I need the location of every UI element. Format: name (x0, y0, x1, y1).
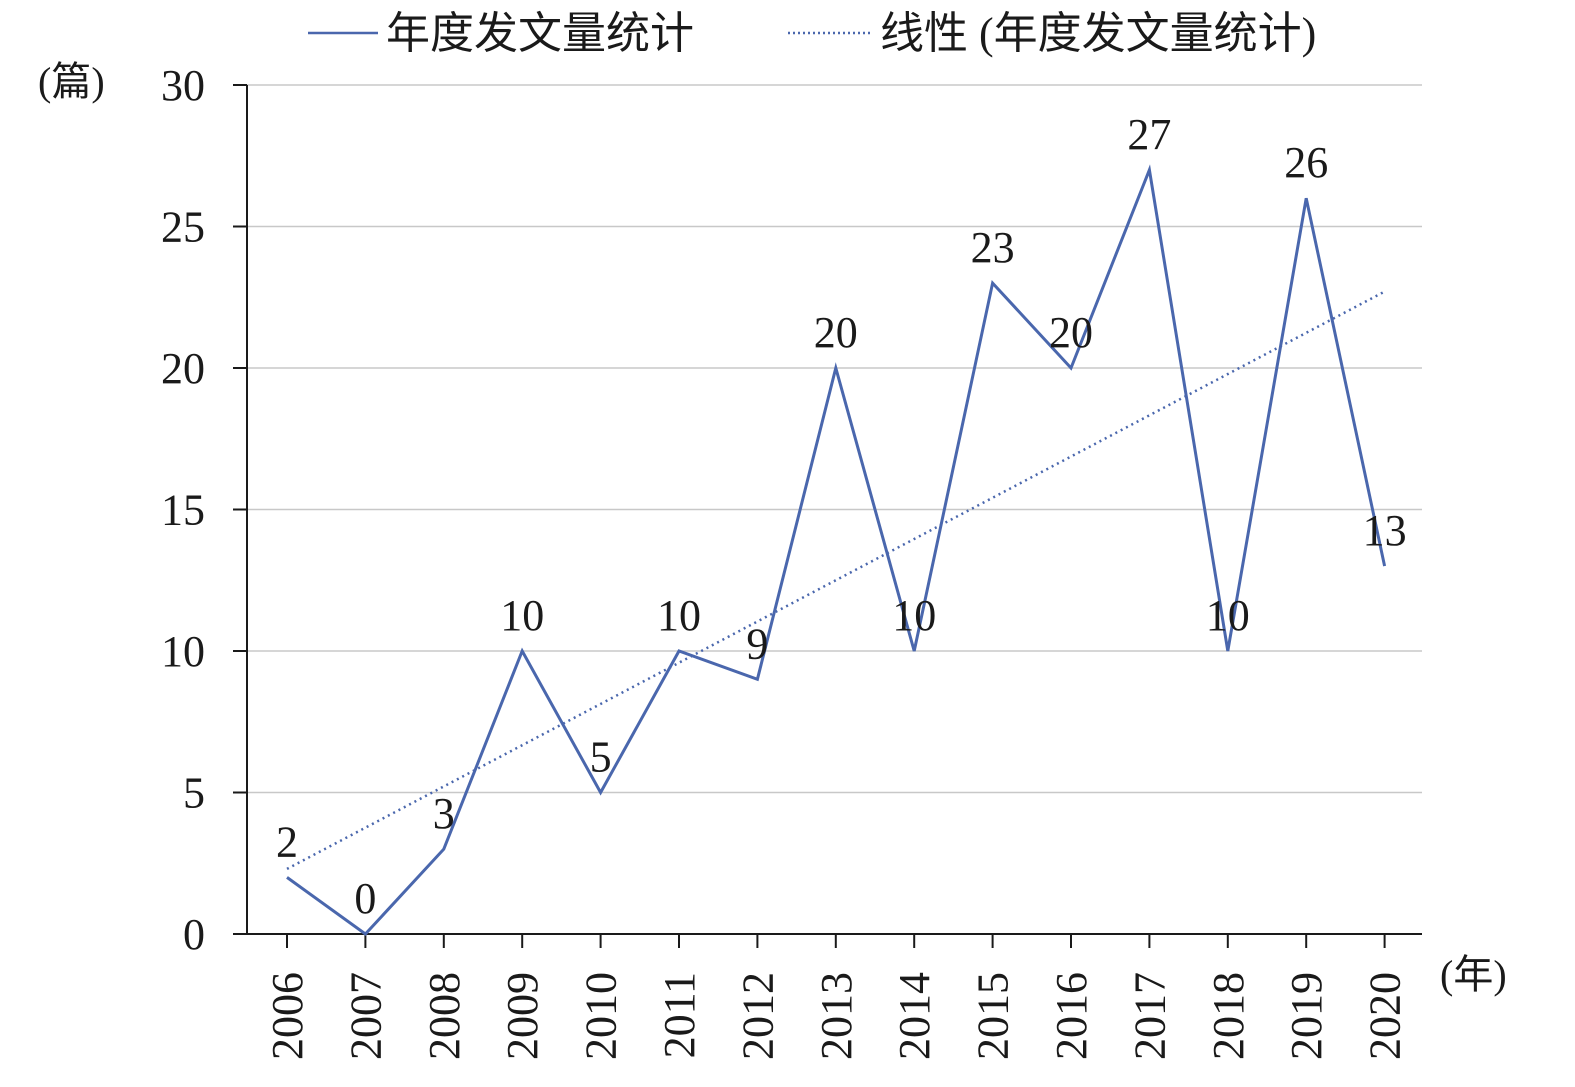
y-axis-ticks: 0 5 10 15 20 25 30 (161, 61, 247, 959)
x-tick-label: 2018 (1204, 972, 1253, 1060)
data-label: 0 (354, 874, 376, 923)
trendline (286, 290, 1386, 871)
legend-label-trendline: 线性 (年度发文量统计) (880, 9, 1316, 58)
x-tick-label: 2020 (1361, 972, 1410, 1060)
y-tick-label: 30 (161, 61, 205, 110)
data-label: 10 (657, 591, 701, 640)
y-tick-label: 15 (161, 486, 205, 535)
legend-label-series: 年度发文量统计 (386, 9, 694, 58)
x-tick-label: 2019 (1282, 972, 1331, 1060)
x-tick-label: 2010 (577, 972, 626, 1060)
data-label: 10 (500, 591, 544, 640)
data-label: 5 (590, 733, 612, 782)
data-label: 9 (746, 619, 768, 668)
y-axis-label: (篇) (38, 59, 105, 104)
x-tick-label: 2006 (263, 972, 312, 1060)
data-label: 10 (892, 591, 936, 640)
x-axis-label: (年) (1440, 952, 1507, 997)
x-axis-ticks: 2006 2007 2008 2009 2010 2011 2012 2013 2014 2015… (263, 934, 1410, 1060)
data-label: 2 (276, 817, 298, 866)
x-tick-label: 2008 (420, 972, 469, 1060)
x-tick-label: 2017 (1125, 972, 1174, 1060)
x-tick-label: 2014 (890, 972, 939, 1060)
legend: 年度发文量统计 线性 (年度发文量统计) (308, 9, 1316, 58)
y-tick-label: 10 (161, 627, 205, 676)
data-label: 27 (1127, 110, 1171, 159)
trendline-layer (286, 290, 1386, 871)
data-label: 13 (1363, 506, 1407, 555)
x-tick-label: 2007 (341, 972, 390, 1060)
y-tick-label: 0 (183, 910, 205, 959)
x-tick-label: 2015 (969, 972, 1018, 1060)
x-tick-label: 2016 (1047, 972, 1096, 1060)
data-label: 26 (1284, 138, 1328, 187)
x-tick-label: 2011 (655, 972, 704, 1058)
data-label: 20 (814, 308, 858, 357)
data-label: 23 (971, 223, 1015, 272)
x-tick-label: 2009 (498, 972, 547, 1060)
y-tick-label: 20 (161, 344, 205, 393)
data-label: 3 (433, 789, 455, 838)
y-tick-label: 5 (183, 769, 205, 818)
y-tick-label: 25 (161, 203, 205, 252)
series-layer (286, 164, 1387, 936)
x-tick-label: 2013 (812, 972, 861, 1060)
gridlines (247, 84, 1422, 794)
data-label: 10 (1206, 591, 1250, 640)
data-label: 20 (1049, 308, 1093, 357)
x-tick-label: 2012 (733, 972, 782, 1060)
